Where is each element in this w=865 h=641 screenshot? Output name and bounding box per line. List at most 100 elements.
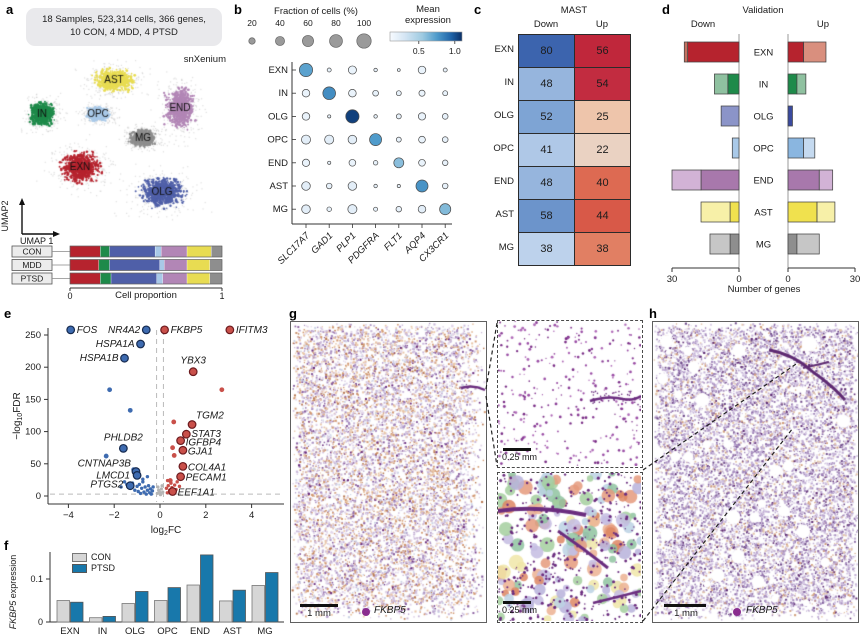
svg-text:0.1: 0.1 [30,574,43,584]
mast-cell: 52 [518,100,575,134]
svg-text:FKBP5: FKBP5 [171,325,203,336]
expression-legend-line1: Mean [416,4,440,15]
mast-heatmap: EXN 80 56 IN 48 54 OLG 52 25 OPC 41 22 END 48 40 AST 58 4… [476,4,666,294]
svg-text:EXN: EXN [268,65,288,76]
scalebar-inset-top [503,448,531,451]
svg-text:0: 0 [157,510,162,521]
svg-text:MG: MG [257,626,272,637]
svg-text:CON: CON [23,247,42,257]
mast-cell: 56 [574,34,631,68]
svg-text:OPC: OPC [267,135,288,146]
svg-text:AST: AST [223,626,242,637]
umap-x-axis-label: UMAP 1 [20,236,54,246]
con-legend-chip [72,552,87,562]
panel-letter-d: d [662,2,670,17]
mast-title: MAST [560,5,588,16]
validation-axis-label: Number of genes [727,284,801,295]
svg-text:IN: IN [98,626,108,637]
svg-text:EEF1A1: EEF1A1 [178,487,215,498]
expression-legend-line2: expression [405,15,451,26]
svg-text:MDD: MDD [22,260,41,270]
svg-text:OLG: OLG [268,111,288,122]
fkbp5-label-h: FKBP5 [746,605,778,616]
svg-text:EXN: EXN [60,626,80,637]
mast-cell: 22 [574,133,631,167]
fkbp5-dot-g [362,608,370,616]
inset-top-image [498,321,641,466]
inset-bottom-image [498,473,641,621]
mast-row-label: END [493,176,514,187]
ptsd-legend-label: PTSD [91,563,116,573]
tissue-image-g [291,322,486,622]
fkbp5-label-g: FKBP5 [374,605,406,616]
svg-text:0: 0 [67,291,72,300]
tissue-panel-h [652,321,859,623]
svg-text:200: 200 [25,362,41,373]
panel-letter-a: a [6,2,14,17]
svg-text:IFITM3: IFITM3 [236,325,268,336]
svg-text:END: END [753,176,773,187]
svg-text:PHLDB2: PHLDB2 [104,432,143,443]
svg-text:EXN: EXN [754,48,774,59]
svg-text:GJA1: GJA1 [188,446,213,457]
scalebar-h [664,604,706,607]
scalebar-h-label: 1 mm [674,608,698,619]
mast-cell: 58 [518,199,575,233]
fkbp5-ylabel-gene: FKBP5 [8,600,18,630]
scalebar-g [300,604,338,607]
cell-proportion-axis-label: Cell proportion [115,290,177,301]
scalebar-inset-top-label: 0.25 mm [502,452,538,462]
validation-chart: EXN IN OLG OPC END AST MG 30 0 0 30 [667,34,860,284]
mast-cell: 38 [518,232,575,266]
panel-letter-h: h [649,306,657,321]
svg-text:HSPA1A: HSPA1A [96,339,135,350]
inset-bottom-box [497,472,643,623]
svg-text:NR4A2: NR4A2 [108,325,141,336]
ptsd-legend-chip [72,563,87,573]
mast-cell: 40 [574,166,631,200]
scalebar-g-label: 1 mm [307,608,331,619]
svg-text:1.0: 1.0 [449,46,461,56]
svg-text:OPC: OPC [753,144,774,155]
svg-text:MG: MG [756,240,771,251]
svg-text:20: 20 [247,18,257,28]
mast-row-label: MG [498,242,514,253]
mast-col-up: Up [595,19,609,30]
svg-text:MG: MG [273,204,288,215]
panel-letter-e: e [4,306,12,321]
mast-cell: 48 [518,166,575,200]
svg-text:60: 60 [303,18,313,28]
svg-text:−2: −2 [109,510,120,521]
svg-text:0.5: 0.5 [413,46,425,56]
svg-text:FOS: FOS [77,325,98,336]
svg-text:PECAM1: PECAM1 [186,473,227,484]
fkbp5-ylabel-rest: expression [8,554,18,601]
cell-proportion-chart: CON MDD PTSD 0 1 [11,245,225,300]
svg-text:HSPA1B: HSPA1B [80,353,119,364]
umap-y-axis-label: UMAP2 [0,200,10,232]
fkbp5-legend: CON PTSD [72,552,115,573]
svg-text:100: 100 [357,18,371,28]
svg-text:1: 1 [219,291,224,300]
mast-row-label: EXN [494,44,514,55]
svg-text:GAD1: GAD1 [309,230,335,256]
sample-summary-line1: 18 Samples, 523,314 cells, 366 genes, [42,14,206,26]
svg-text:0: 0 [785,274,790,284]
svg-text:SLC17A7: SLC17A7 [276,230,313,267]
svg-text:YBX3: YBX3 [180,356,206,367]
svg-text:IN: IN [759,80,769,91]
svg-text:100: 100 [25,427,41,438]
mast-row-label: OLG [493,110,514,121]
validation-col-up: Up [816,19,830,30]
mast-row-label: AST [495,209,514,220]
mast-row-label: OPC [493,143,514,154]
svg-text:OLG: OLG [125,626,145,637]
svg-text:30: 30 [667,274,678,284]
tissue-image-h [653,322,858,622]
umap-plot [10,50,228,238]
svg-text:2: 2 [203,510,208,521]
svg-text:4: 4 [249,510,254,521]
panel-letter-g: g [289,306,297,321]
svg-text:0: 0 [736,274,741,284]
